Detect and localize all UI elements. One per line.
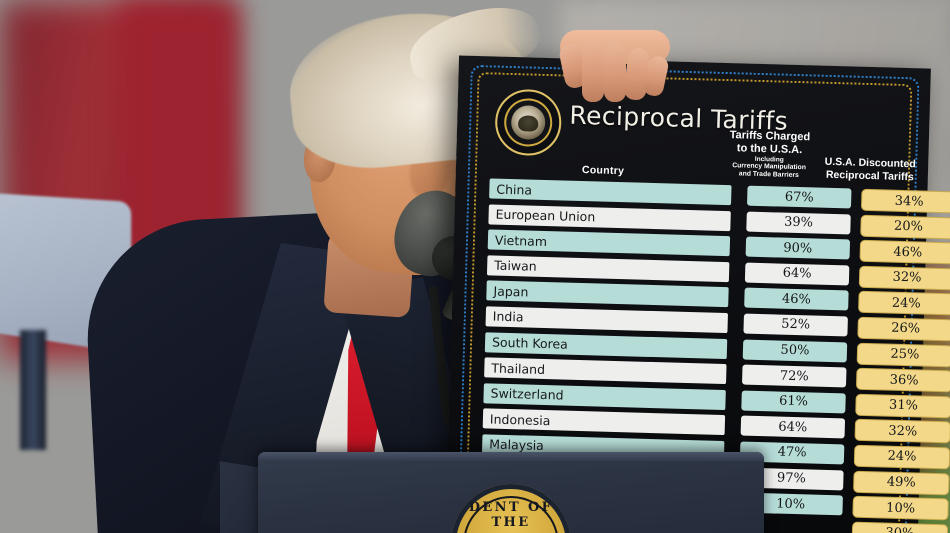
cell-country: Vietnam: [487, 229, 731, 257]
cell-tariff-charged: 46%: [744, 287, 849, 311]
cell-tariff-charged: 39%: [746, 211, 851, 235]
cell-discounted-tariff: 31%: [855, 393, 950, 419]
eagle-icon: [517, 114, 539, 132]
cell-tariff-charged: 64%: [740, 415, 846, 439]
finger-3: [604, 42, 626, 102]
cell-country: Thailand: [484, 357, 727, 385]
cell-country: Indonesia: [482, 408, 726, 436]
cell-discounted-tariff: 32%: [854, 419, 950, 444]
cell-discounted-tariff: 49%: [853, 470, 950, 495]
cell-country: South Korea: [484, 331, 728, 359]
cell-discounted-tariff: 24%: [853, 444, 950, 470]
cell-discounted-tariff: 10%: [852, 495, 949, 521]
cell-country: China: [489, 178, 732, 206]
podium: DENT OF THE: [258, 452, 764, 533]
cell-discounted-tariff: 34%: [860, 188, 950, 214]
speaker-hand: [556, 30, 676, 112]
cell-tariff-charged: 61%: [741, 390, 846, 414]
cell-discounted-tariff: 24%: [858, 291, 950, 316]
cell-discounted-tariff: 30%: [851, 521, 949, 533]
cell-country: India: [485, 306, 728, 334]
cell-discounted-tariff: 46%: [859, 239, 950, 265]
cell-country: Switzerland: [483, 383, 726, 410]
podium-top-edge: [258, 452, 764, 461]
cell-discounted-tariff: 32%: [858, 265, 950, 291]
cell-discounted-tariff: 36%: [855, 367, 950, 393]
column-header-country: Country: [581, 163, 625, 178]
cell-tariff-charged: 90%: [745, 236, 851, 260]
cell-discounted-tariff: 26%: [857, 316, 950, 342]
cell-discounted-tariff: 20%: [860, 214, 950, 240]
cell-tariff-charged: 50%: [742, 339, 848, 363]
cell-country: European Union: [488, 203, 731, 231]
column-header-discounted-tariffs: U.S.A. Discounted Reciprocal Tariffs: [824, 155, 916, 183]
cell-country: Japan: [486, 280, 729, 308]
cell-discounted-tariff: 25%: [856, 342, 950, 367]
cell-tariff-charged: 52%: [743, 313, 848, 337]
podium-seal-text: DENT OF THE: [468, 500, 554, 530]
presidential-seal-inner: [510, 104, 546, 140]
presidential-podium-seal-icon: DENT OF THE: [451, 484, 571, 533]
cell-country: Taiwan: [486, 255, 730, 282]
cell-tariff-charged: 64%: [744, 262, 850, 286]
cell-tariff-charged: 67%: [746, 185, 852, 209]
column-header-tariffs-charged: Tariffs Charged to the U.S.A. Including …: [710, 129, 829, 181]
finger-2: [582, 40, 604, 102]
teleprompter-stem: [20, 330, 46, 450]
cell-tariff-charged: 72%: [741, 364, 847, 388]
